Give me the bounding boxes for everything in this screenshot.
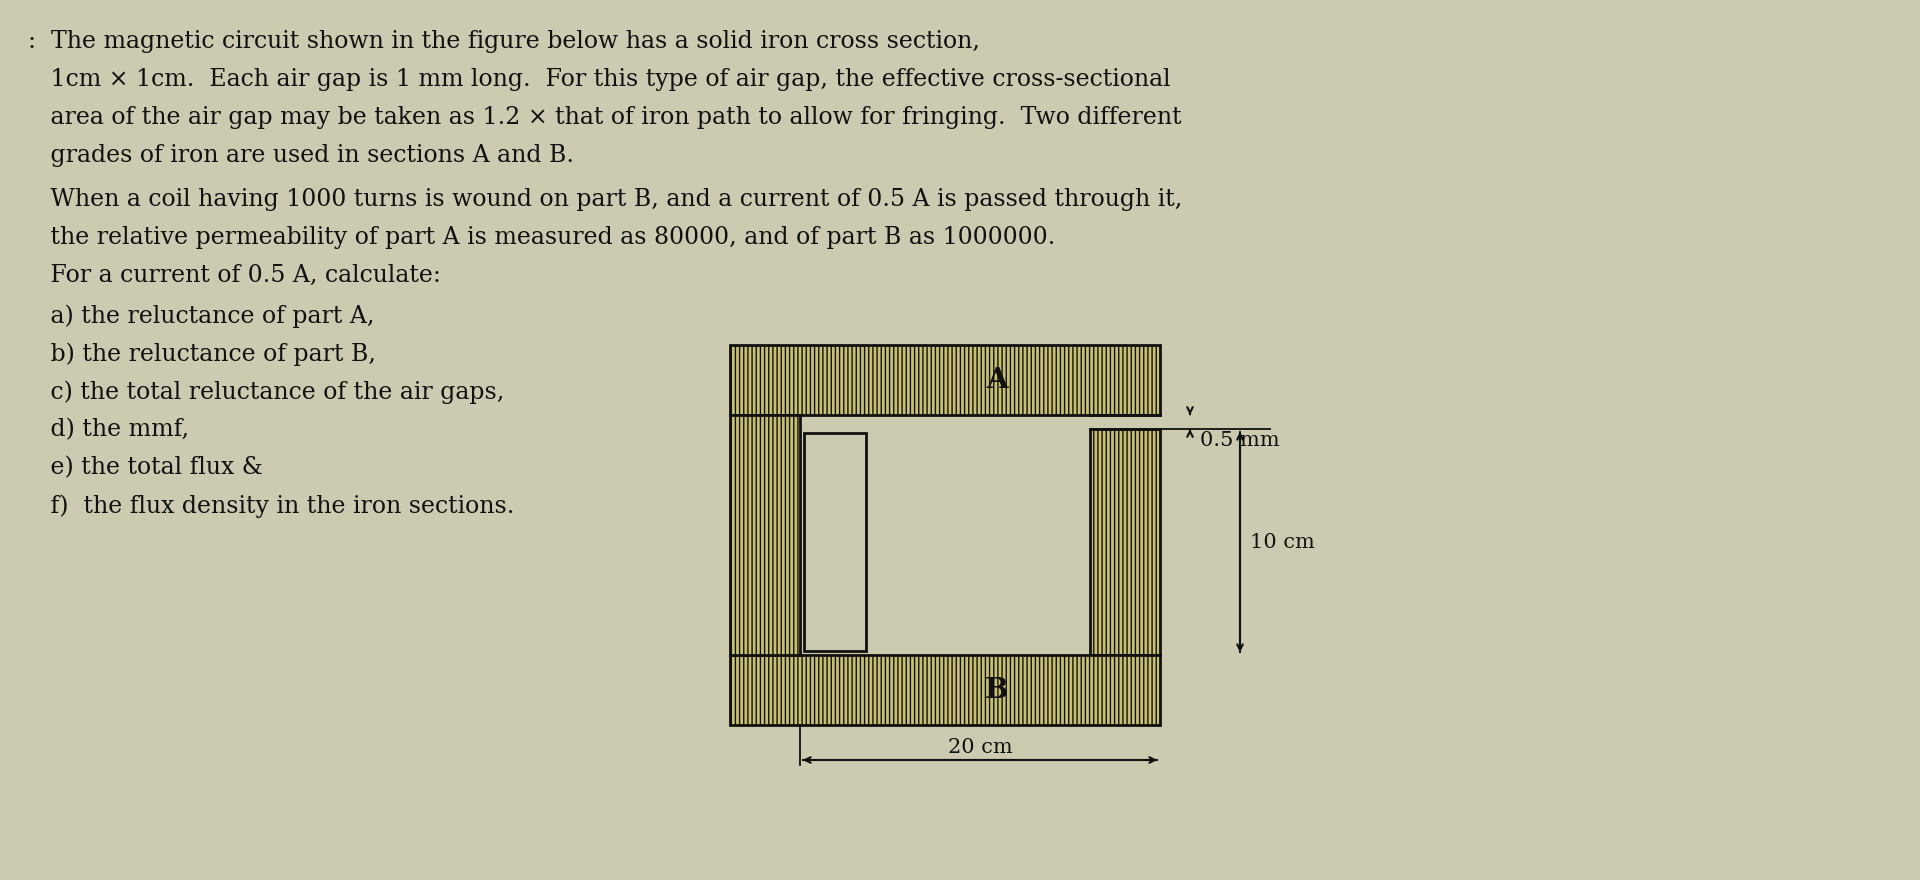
Text: grades of iron are used in sections A and B.: grades of iron are used in sections A an… xyxy=(29,144,574,167)
Text: f)  the flux density in the iron sections.: f) the flux density in the iron sections… xyxy=(29,494,515,517)
Text: B: B xyxy=(985,677,1008,703)
Bar xyxy=(730,415,801,655)
Text: c) the total reluctance of the air gaps,: c) the total reluctance of the air gaps, xyxy=(29,380,505,404)
Bar xyxy=(730,655,1160,725)
Bar xyxy=(1091,415,1160,429)
Text: d) the mmf,: d) the mmf, xyxy=(29,418,190,441)
Text: A: A xyxy=(985,366,1008,393)
Text: 10 cm: 10 cm xyxy=(1250,532,1315,552)
Text: b) the reluctance of part B,: b) the reluctance of part B, xyxy=(29,342,376,365)
Text: 1cm × 1cm.  Each air gap is 1 mm long.  For this type of air gap, the effective : 1cm × 1cm. Each air gap is 1 mm long. Fo… xyxy=(29,68,1171,91)
Bar xyxy=(730,345,1160,415)
Text: :  The magnetic circuit shown in the figure below has a solid iron cross section: : The magnetic circuit shown in the figu… xyxy=(29,30,979,53)
Bar xyxy=(804,433,866,651)
Bar xyxy=(1091,429,1160,655)
Text: e) the total flux &: e) the total flux & xyxy=(29,456,263,479)
Text: the relative permeability of part A is measured as 80000, and of part B as 10000: the relative permeability of part A is m… xyxy=(29,226,1056,249)
Text: a) the reluctance of part A,: a) the reluctance of part A, xyxy=(29,304,374,327)
Text: 20 cm: 20 cm xyxy=(948,738,1012,757)
Text: 0.5 mm: 0.5 mm xyxy=(1200,431,1281,450)
Text: When a coil having 1000 turns is wound on part B, and a current of 0.5 A is pass: When a coil having 1000 turns is wound o… xyxy=(29,188,1183,211)
Text: area of the air gap may be taken as 1.2 × that of iron path to allow for fringin: area of the air gap may be taken as 1.2 … xyxy=(29,106,1181,129)
Text: For a current of 0.5 A, calculate:: For a current of 0.5 A, calculate: xyxy=(29,264,442,287)
